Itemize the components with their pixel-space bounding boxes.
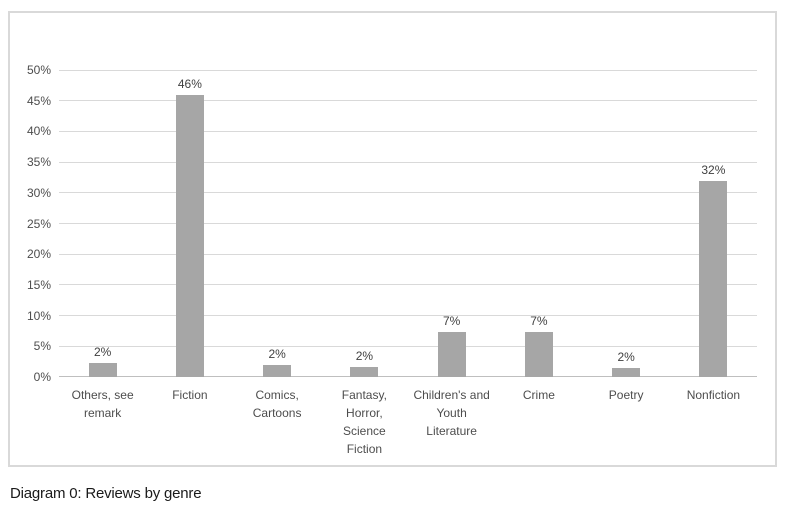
gridline — [59, 223, 757, 224]
gridline — [59, 130, 757, 132]
chart-panel: 50% 45% 40% 35% 30% 25% 20% 15% 10% 5% 0% 2% 46% 2% 2… — [8, 11, 777, 467]
y-tick-label: 45% — [26, 93, 51, 108]
category-label-line: Others, see — [71, 388, 134, 402]
y-tick-label: 10% — [26, 308, 51, 323]
bar-value-label: 7% — [442, 314, 461, 328]
category-label: Nonfiction — [669, 386, 757, 404]
category-label: Children's and Youth Literature — [408, 386, 496, 440]
y-tick-label: 0% — [33, 370, 51, 384]
gridline — [59, 69, 757, 71]
chart-caption: Diagram 0: Reviews by genre — [10, 485, 202, 502]
bar-value-label: 32% — [701, 163, 726, 177]
y-tick-label: 40% — [26, 124, 51, 139]
plot-area: 2% 46% 2% 2% 7% 7% 2% 32% — [59, 69, 757, 377]
category-label-line: Fiction — [346, 442, 383, 456]
category-label: Fantasy, Horror, Science Fiction — [320, 386, 408, 458]
category-label-line: Fiction — [172, 388, 208, 402]
category-label-line: remark — [83, 406, 122, 420]
y-tick-label: 20% — [26, 247, 51, 262]
bar — [175, 95, 204, 377]
bar-value-label: 2% — [93, 345, 112, 359]
category-label-line: Crime — [522, 388, 555, 402]
y-tick-label: 35% — [26, 155, 51, 170]
bar — [350, 367, 379, 377]
category-label-line: Youth — [436, 406, 467, 420]
category-label: Fiction — [146, 386, 234, 404]
category-label-line: Science — [343, 424, 386, 438]
category-label-line: Cartoons — [252, 406, 302, 420]
y-tick-label: 25% — [26, 216, 51, 231]
bar — [263, 365, 292, 377]
bar — [612, 368, 641, 377]
category-label-line: Horror, — [346, 406, 383, 420]
bar — [524, 332, 553, 377]
category-label-line: Fantasy, — [341, 388, 387, 402]
category-label-line: Literature — [426, 424, 477, 438]
gridline — [59, 192, 757, 194]
gridline — [59, 315, 757, 317]
category-label-line: Children's and — [413, 388, 490, 402]
category-label: Comics, Cartoons — [233, 386, 321, 422]
gridline — [59, 284, 757, 286]
category-label-line: Nonfiction — [686, 388, 741, 402]
y-tick-label: 15% — [26, 277, 51, 292]
y-tick-label: 5% — [33, 339, 51, 354]
bar — [88, 363, 117, 377]
category-label: Crime — [495, 386, 583, 404]
gridline — [59, 161, 757, 163]
y-tick-label: 30% — [26, 185, 51, 200]
category-label: Poetry — [582, 386, 670, 404]
gridline — [59, 253, 757, 255]
y-tick-label: 50% — [26, 63, 51, 77]
x-axis-line — [59, 376, 757, 377]
category-label-line: Poetry — [608, 388, 644, 402]
category-label: Others, see remark — [59, 386, 147, 422]
gridline — [59, 345, 757, 347]
bar-value-label: 2% — [355, 349, 374, 363]
category-label-line: Comics, — [255, 388, 299, 402]
bar-value-label: 2% — [617, 350, 635, 364]
bar — [437, 332, 466, 377]
bar — [699, 181, 728, 377]
bar-value-label: 46% — [177, 77, 202, 91]
bar-value-label: 7% — [530, 314, 548, 328]
gridline — [59, 100, 757, 102]
bar-value-label: 2% — [268, 347, 286, 361]
